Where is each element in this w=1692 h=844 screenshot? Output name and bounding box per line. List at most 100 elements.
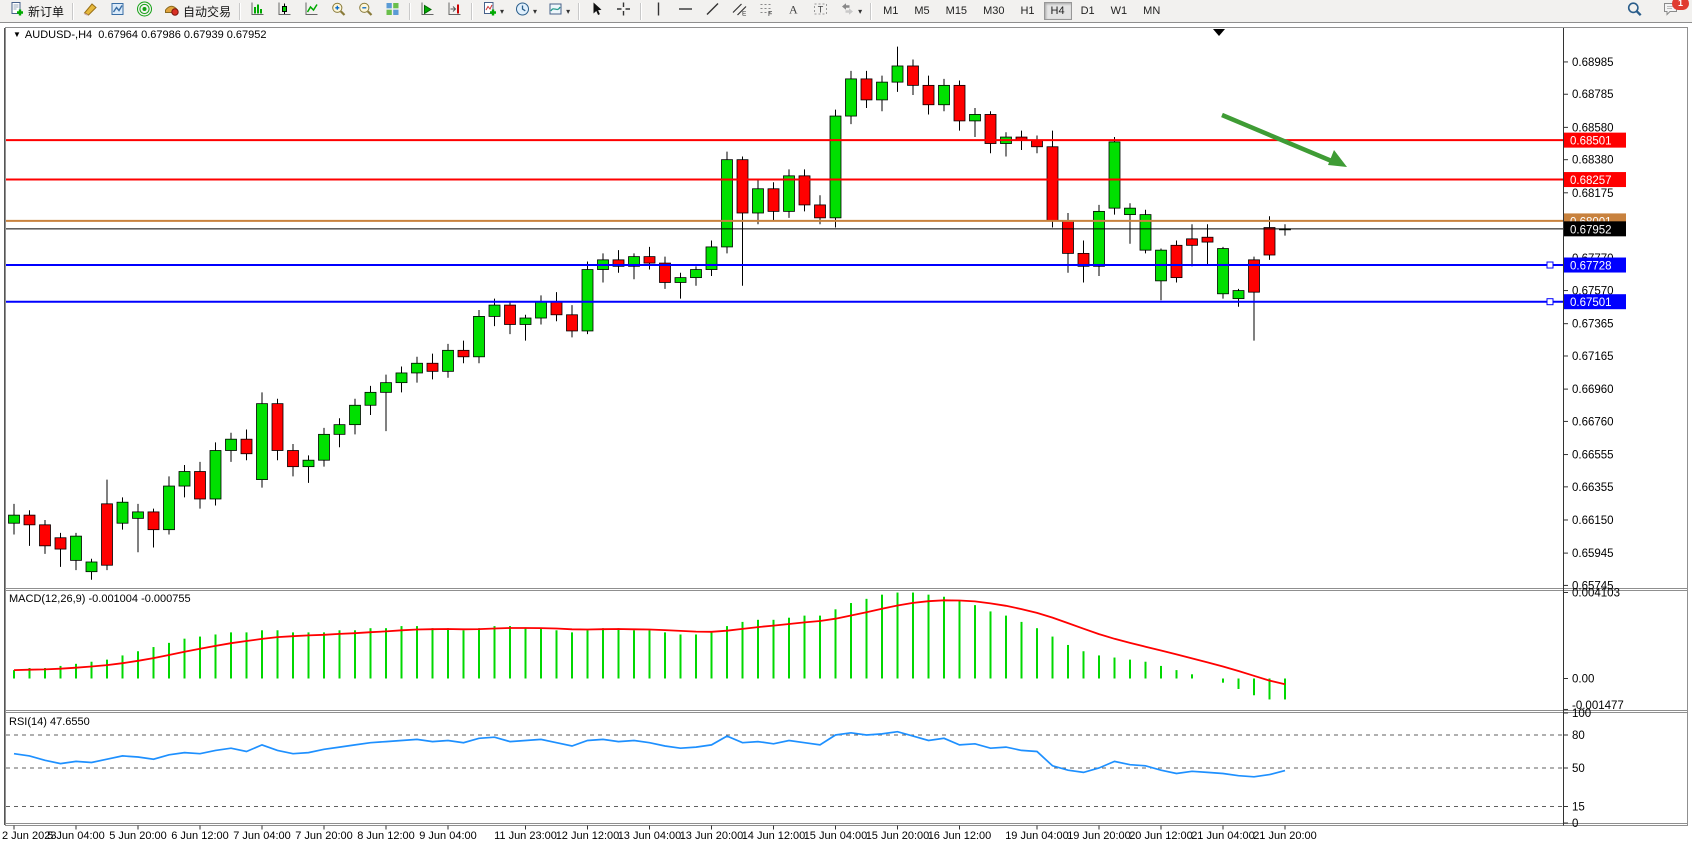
candle-body [938, 84, 950, 106]
symbol-period-label: AUDUSD-,H4 [24, 29, 93, 41]
candle-body [39, 524, 51, 547]
candle-body [488, 304, 501, 317]
chart-shift-marker[interactable] [1213, 29, 1225, 36]
candle-body [705, 246, 718, 270]
auto-scroll-button[interactable] [415, 0, 440, 22]
styler-button[interactable] [78, 0, 103, 22]
time-tick-label: 5 Jun 20:00 [109, 830, 167, 842]
candle-body [442, 349, 454, 372]
timeframe-button-h1[interactable]: H1 [1020, 5, 1035, 17]
notifications-button[interactable]: 1 [1658, 0, 1689, 22]
price-tick-label: 0.66355 [1572, 482, 1614, 494]
trend-arrow-head[interactable] [1328, 150, 1347, 167]
new-order-button[interactable]: 新订单 [4, 0, 68, 22]
trendline-button[interactable] [700, 0, 725, 22]
indicators-button[interactable]: ▾ [477, 0, 508, 22]
dropdown-arrow-icon[interactable]: ▾ [533, 6, 538, 16]
price-badge [1564, 172, 1626, 188]
time-tick-label: 19 Jun 04:00 [1005, 830, 1069, 842]
candle-body [969, 114, 981, 122]
zoom-out-button[interactable] [353, 0, 378, 22]
timeframe-button-m1[interactable]: M1 [883, 5, 899, 17]
crosshair-icon [615, 1, 632, 22]
timeframe-button-w1[interactable]: W1 [1110, 5, 1128, 17]
periods-button[interactable]: ▾ [510, 0, 541, 22]
cursor-button[interactable] [584, 0, 609, 22]
dropdown-arrow-icon[interactable]: ▾ [858, 6, 863, 16]
timeframe-button-m30[interactable]: M30 [983, 5, 1005, 17]
time-tick-label: 21 Jun 04:00 [1191, 830, 1255, 842]
templates-button[interactable]: ▾ [543, 0, 574, 22]
rsi-tick-label: 0 [1572, 818, 1578, 830]
rsi-tick-label: 80 [1572, 730, 1585, 742]
hline-handle[interactable] [1546, 298, 1554, 306]
candle-body [628, 256, 640, 267]
timeframe-button-m15[interactable]: M15 [945, 5, 968, 17]
timeframe-button-m5[interactable]: M5 [914, 5, 930, 17]
candle-body [984, 114, 997, 144]
candle-body [845, 78, 857, 117]
zoom-in-button[interactable] [326, 0, 351, 22]
price-badge [1564, 294, 1626, 310]
time-tick-label: 6 Jun 12:00 [171, 830, 229, 842]
candle-body [1217, 248, 1229, 295]
signals-button[interactable] [132, 0, 157, 22]
timeframe-button-h4[interactable]: H4 [1043, 2, 1072, 20]
macd-tick-label: 0.004103 [1572, 587, 1620, 599]
text-button[interactable]: A [781, 0, 806, 22]
price-tick-label: 0.65945 [1572, 548, 1614, 560]
tile-windows-button[interactable] [380, 0, 405, 22]
candle-body [23, 514, 36, 526]
trend-arrow[interactable] [1221, 112, 1335, 165]
candle-body [752, 188, 764, 214]
candle-body [163, 485, 175, 531]
chart-menu-triangle-icon[interactable]: ▼ [13, 30, 21, 39]
candle-body [504, 304, 516, 325]
autotrading-button[interactable]: 自动交易 [159, 0, 235, 22]
time-tick-label: 13 Jun 04:00 [618, 830, 682, 842]
price-badge [1564, 132, 1626, 148]
time-tick-label: 16 Jun 12:00 [928, 830, 992, 842]
line-chart-button[interactable] [299, 0, 324, 22]
time-tick-label: 7 Jun 04:00 [233, 830, 291, 842]
hline-button[interactable] [673, 0, 698, 22]
crosshair-button[interactable] [611, 0, 636, 22]
timeframe-button-mn[interactable]: MN [1143, 5, 1161, 17]
hline-handle[interactable] [1546, 261, 1554, 269]
rsi-tick-label: 15 [1572, 802, 1585, 814]
candle-body [426, 362, 439, 372]
tile-windows-icon [384, 1, 401, 22]
price-tick-label: 0.68175 [1572, 188, 1614, 200]
autotrading-icon [163, 1, 180, 22]
dropdown-arrow-icon[interactable]: ▾ [500, 6, 505, 16]
search-button[interactable] [1622, 0, 1647, 22]
toolbar-separator [409, 2, 412, 20]
candle-body [953, 84, 966, 122]
candle-body [333, 424, 346, 435]
vline-button[interactable] [646, 0, 671, 22]
rsi-label: RSI(14) 47.6550 [9, 716, 90, 728]
candle-body [101, 503, 113, 566]
time-axis-area[interactable] [0, 826, 1692, 844]
candle-body [860, 78, 873, 101]
dropdown-arrow-icon[interactable]: ▾ [566, 6, 571, 16]
bar-chart-button[interactable] [245, 0, 270, 22]
label-icon: T [812, 1, 829, 22]
chart-window-button[interactable] [105, 0, 130, 22]
time-tick-label: 13 Jun 20:00 [680, 830, 744, 842]
label-button[interactable]: T [808, 0, 833, 22]
doc-plus-icon [8, 1, 25, 22]
channel-button[interactable]: E [727, 0, 752, 22]
fibonacci-button[interactable]: F [754, 0, 779, 22]
candle-body [1139, 214, 1152, 251]
indicator-icon [481, 1, 498, 22]
toolbar-separator [471, 2, 474, 20]
macd-signal-value: -0.000755 [141, 593, 191, 605]
chart-shift-button[interactable] [442, 0, 467, 22]
shapes-button[interactable]: ▾ [835, 0, 866, 22]
price-axis-area[interactable] [1564, 28, 1692, 825]
shapes-icon [839, 1, 856, 22]
timeframe-button-d1[interactable]: D1 [1080, 5, 1095, 17]
candlestick-button[interactable] [272, 0, 297, 22]
